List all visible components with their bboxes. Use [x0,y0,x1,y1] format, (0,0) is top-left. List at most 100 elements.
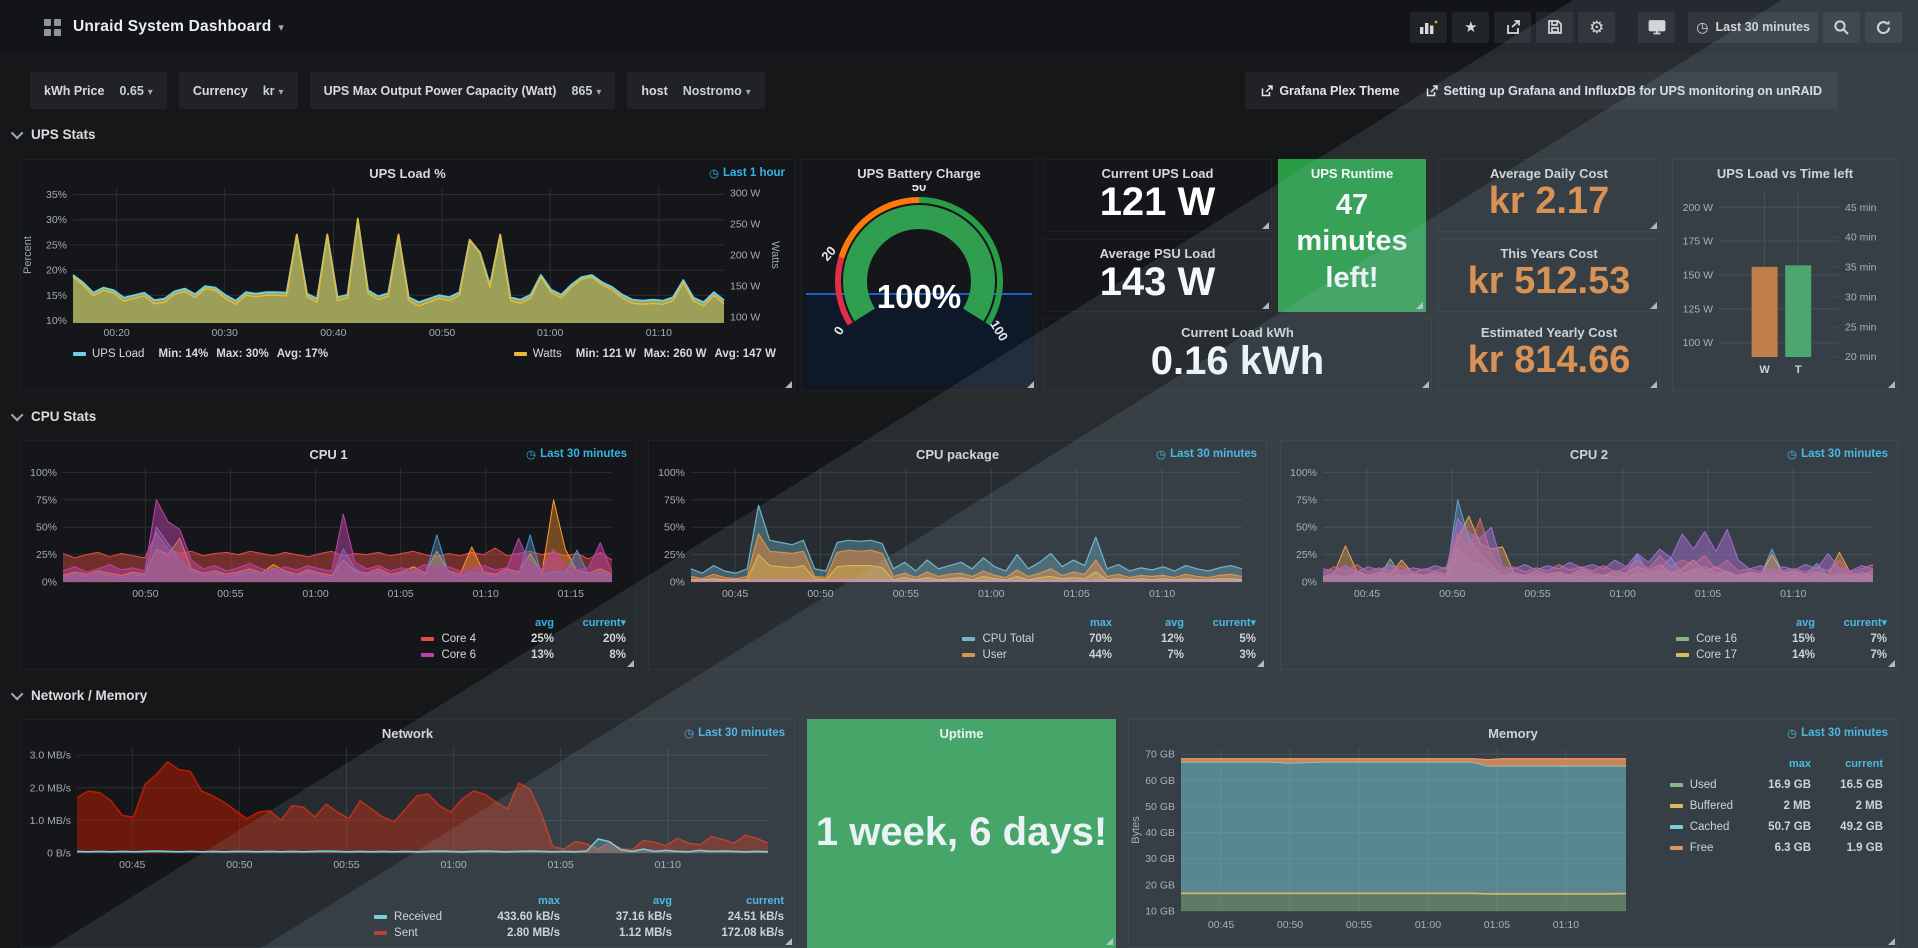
panel-title[interactable]: CPU 2 [1569,447,1609,462]
cycle-view-mode-button[interactable] [1638,11,1676,43]
bar-W[interactable] [1751,266,1778,357]
legend-column-header[interactable]: avg [535,616,554,629]
legend-series[interactable]: Watts Min: 121 W Max: 260 W Avg: 147 W [513,348,776,360]
refresh-dashboard-button[interactable] [1865,11,1902,43]
legend-series-name[interactable]: Buffered [1669,800,1739,812]
legend-series-name[interactable]: CPU Total [962,633,1040,645]
panel-title[interactable]: UPS Load vs Time left [1716,166,1854,181]
refresh-icon [1876,20,1891,34]
panel-title[interactable]: Current Load kWh [1181,325,1294,340]
legend-series[interactable]: UPS Load Min: 14% Max: 30% Avg: 17% [73,348,328,360]
panel-title[interactable]: Memory [1488,726,1538,741]
legend-series-name[interactable]: UPS Load [92,348,145,360]
svg-text:0: 0 [831,324,848,338]
panel-title[interactable]: Network [381,726,434,741]
svg-text:100%: 100% [658,467,685,479]
legend-column-header[interactable]: avg [1165,616,1184,629]
stat-value: kr 2.17 [1488,180,1610,222]
template-variables-row: kWh Price 0.65 ▾ Currency kr ▾ UPS Max Out… [30,72,765,109]
dashboard-settings-button[interactable]: ⚙ [1578,11,1616,43]
legend-column-header[interactable]: current▾ [582,617,626,629]
panel-title[interactable]: Uptime [939,726,984,741]
time-range-picker[interactable]: ◷ Last 30 minutes [1688,11,1818,43]
chart-canvas: 00:45 00:50 00:55 01:00 01:05 01:10 100% 75% 50%… [1290,467,1874,600]
panel-time-range-badge[interactable]: ◷ Last 30 minutes [684,727,785,740]
svg-text:Percent: Percent [22,236,34,274]
legend-series-name[interactable]: Core 4 [421,633,482,645]
panel-title[interactable]: Average Daily Cost [1489,166,1608,181]
time-range-zoom-out-button[interactable] [1823,11,1860,43]
chart-area: 00:45 00:50 00:55 01:00 01:05 01:10 70 GB 60 GB… [1129,741,1897,938]
legend: max avg current Received 433.60 kB/s 37.16 kB… [374,895,784,939]
legend-series-name[interactable]: Free [1669,842,1720,854]
stat-value: 121 W [1099,180,1216,224]
section-ups-stats[interactable]: UPS Stats [10,126,96,142]
panel-time-range-badge[interactable]: ◷ Last 1 hour [708,167,785,180]
legend-series-name[interactable]: Core 16 [1676,633,1743,645]
variable-value-dropdown[interactable]: 0.65 ▾ [119,83,153,98]
save-icon [1547,20,1562,34]
panel-time-range-badge[interactable]: ◷ Last 30 minutes [1787,727,1888,740]
variable-value-dropdown[interactable]: Nostromo ▾ [682,83,751,98]
panel-title[interactable]: Current UPS Load [1101,166,1214,181]
dashboard-title[interactable]: Unraid System Dashboard [73,18,272,35]
legend-column-header[interactable]: max [1089,616,1112,629]
panel-average-psu-load: Average PSU Load 143 W [1043,239,1272,312]
variable-value-dropdown[interactable]: 865 ▾ [571,83,602,98]
panel-title[interactable]: UPS Runtime [1310,166,1394,181]
section-network-memory[interactable]: Network / Memory [10,687,147,703]
link-grafana-influxdb-guide[interactable]: Setting up Grafana and InfluxDB for UPS … [1426,84,1822,98]
panel-title[interactable]: CPU package [915,447,1000,462]
svg-text:00:50: 00:50 [429,327,455,339]
legend-column-header[interactable]: avg [1796,616,1815,629]
legend-column-header[interactable]: avg [653,895,672,907]
legend-series-name[interactable]: Cached [1669,821,1736,833]
share-dashboard-button[interactable] [1494,11,1532,43]
panel-title[interactable]: Estimated Yearly Cost [1480,325,1618,340]
dashboard-title-caret-icon[interactable]: ▾ [278,21,284,34]
legend-series-value: 172.08 kB/s [721,927,784,939]
svg-text:01:10: 01:10 [1149,588,1175,600]
link-grafana-plex-theme[interactable]: Grafana Plex Theme [1261,84,1400,98]
legend-series-name[interactable]: Watts [532,348,562,360]
panel-time-range-badge[interactable]: ◷ Last 30 minutes [1156,448,1257,461]
legend-color-swatch [421,653,435,657]
legend-series-name[interactable]: Sent [374,927,424,939]
legend-series-name[interactable]: Core 6 [421,649,482,661]
section-cpu-stats[interactable]: CPU Stats [10,408,96,424]
svg-text:01:10: 01:10 [655,859,681,871]
svg-text:00:55: 00:55 [1524,588,1550,600]
panel-time-range-badge[interactable]: ◷ Last 30 minutes [526,448,627,461]
legend-column-header[interactable]: max [537,895,560,907]
grafana-menu-icon[interactable] [44,18,61,36]
legend: avg current▾ Core 16 15% 7% Core 17 14% 7% [1676,616,1887,661]
legend-series-name[interactable]: Core 17 [1676,649,1743,661]
svg-text:25 min: 25 min [1845,321,1877,333]
svg-text:1.0 MB/s: 1.0 MB/s [30,815,71,827]
legend-column-header[interactable]: max [1788,758,1811,770]
legend-column-header[interactable]: current▾ [1843,617,1887,629]
panel-time-range-badge[interactable]: ◷ Last 30 minutes [1787,448,1888,461]
svg-text:00:55: 00:55 [1346,919,1372,931]
panel-title[interactable]: This Years Cost [1500,246,1598,261]
panel-title[interactable]: CPU 1 [309,447,348,462]
search-icon [1834,19,1849,35]
legend-series-name[interactable]: User [962,649,1012,661]
legend-series-name[interactable]: Received [374,911,448,923]
legend-series-name[interactable]: Used [1669,779,1723,791]
bar-T[interactable] [1785,265,1812,357]
variable-value-dropdown[interactable]: kr ▾ [262,83,284,98]
legend-column-header[interactable]: current [746,895,784,907]
svg-text:01:05: 01:05 [548,859,574,871]
svg-text:175 W: 175 W [1683,236,1713,248]
star-dashboard-button[interactable]: ★ [1452,11,1490,43]
panel-title[interactable]: UPS Battery Charge [857,166,981,181]
panel-title[interactable]: UPS Load % [369,166,446,181]
legend-column-header[interactable]: current [1845,758,1883,770]
chart-area: 00:45 00:50 00:55 01:00 01:05 01:10 3.0 MB/s 2.… [21,741,794,878]
legend-column-header[interactable]: current▾ [1212,617,1256,629]
time-range-label: Last 30 minutes [1715,20,1810,34]
add-panel-button[interactable] [1410,11,1448,43]
panel-title[interactable]: Average PSU Load [1099,246,1216,261]
save-dashboard-button[interactable] [1536,11,1574,43]
